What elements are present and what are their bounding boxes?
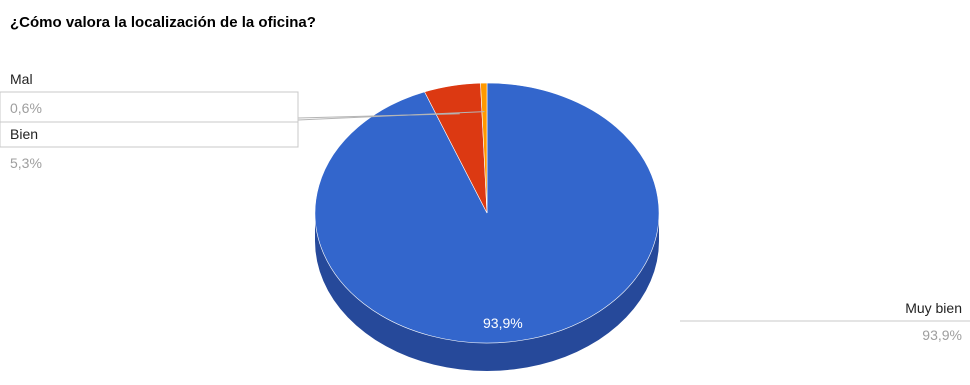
leader-lines-layer: [297, 111, 485, 121]
pie-slices-layer: [314, 82, 660, 344]
label-value-bien: 5,3%: [10, 155, 42, 171]
label-name-muy-bien: Muy bien: [905, 300, 962, 316]
label-name-mal: Mal: [10, 71, 33, 87]
label-value-mal: 0,6%: [10, 100, 42, 116]
label-box-bien: [0, 121, 299, 148]
label-box-mal: [0, 91, 299, 123]
chart-title: ¿Cómo valora la localización de la ofici…: [10, 14, 316, 31]
label-value-muy-bien: 93,9%: [922, 327, 962, 343]
pie-side-0: [315, 213, 659, 371]
pie-depth-layer: [315, 213, 659, 371]
slice-inside-label: 93,9%: [483, 315, 523, 331]
pie-slice-2: [480, 82, 488, 214]
label-name-bien: Bien: [10, 126, 38, 142]
leader-line-2: [297, 111, 485, 121]
